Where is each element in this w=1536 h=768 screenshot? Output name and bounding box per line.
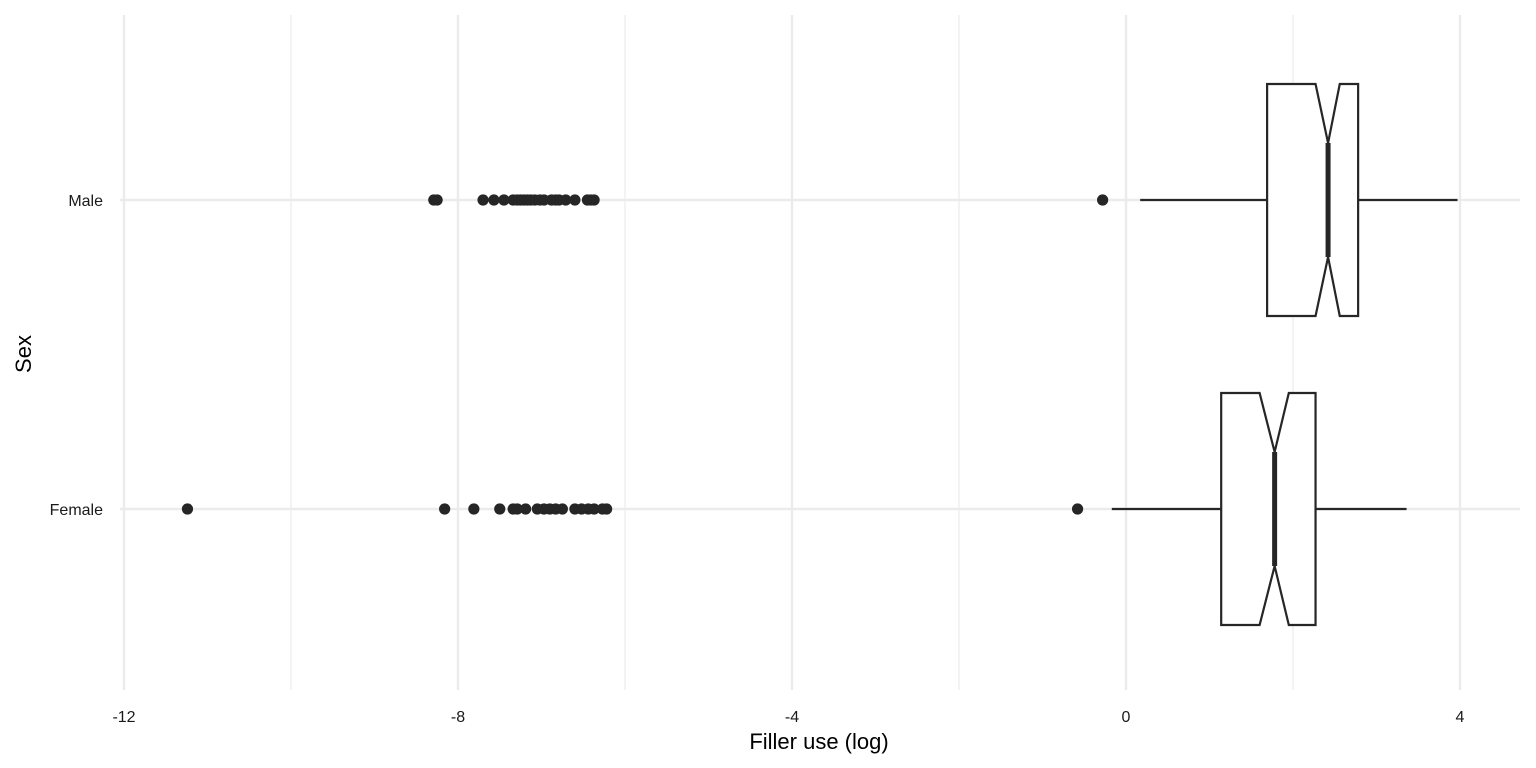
box-male — [428, 82, 1458, 318]
x-tick-label: -8 — [451, 709, 465, 726]
outlier-point — [556, 503, 568, 515]
x-axis-title: Filler use (log) — [749, 729, 888, 754]
outlier-point — [520, 503, 532, 515]
notched-box — [1220, 391, 1317, 627]
outlier-point — [431, 194, 443, 206]
y-tick-label: Male — [68, 193, 103, 210]
outlier-point — [477, 194, 489, 206]
x-tick-label: 4 — [1456, 709, 1465, 726]
outlier-point — [588, 503, 600, 515]
outlier-point — [498, 194, 510, 206]
x-tick-label: -12 — [112, 709, 135, 726]
y-axis-tick-labels: Male Female — [50, 193, 103, 519]
outlier-point — [588, 194, 600, 206]
y-axis-title: Sex — [11, 335, 36, 373]
outlier-point — [1097, 194, 1109, 206]
outlier-point — [439, 503, 451, 515]
x-tick-label: 0 — [1122, 709, 1131, 726]
plot-area — [181, 82, 1458, 627]
outlier-point — [494, 503, 506, 515]
outlier-point — [488, 194, 500, 206]
box-female — [181, 391, 1407, 627]
outlier-point — [468, 503, 480, 515]
outlier-point — [511, 503, 523, 515]
x-tick-label: -4 — [785, 709, 799, 726]
y-tick-label: Female — [50, 502, 103, 519]
x-axis-tick-labels: -12 -8 -4 0 4 — [112, 709, 1464, 726]
outlier-point — [601, 503, 613, 515]
outlier-point — [1071, 503, 1084, 515]
outlier-point — [560, 194, 572, 206]
outlier-point — [569, 194, 581, 206]
notched-box — [1266, 82, 1360, 318]
outlier-point — [181, 503, 194, 515]
